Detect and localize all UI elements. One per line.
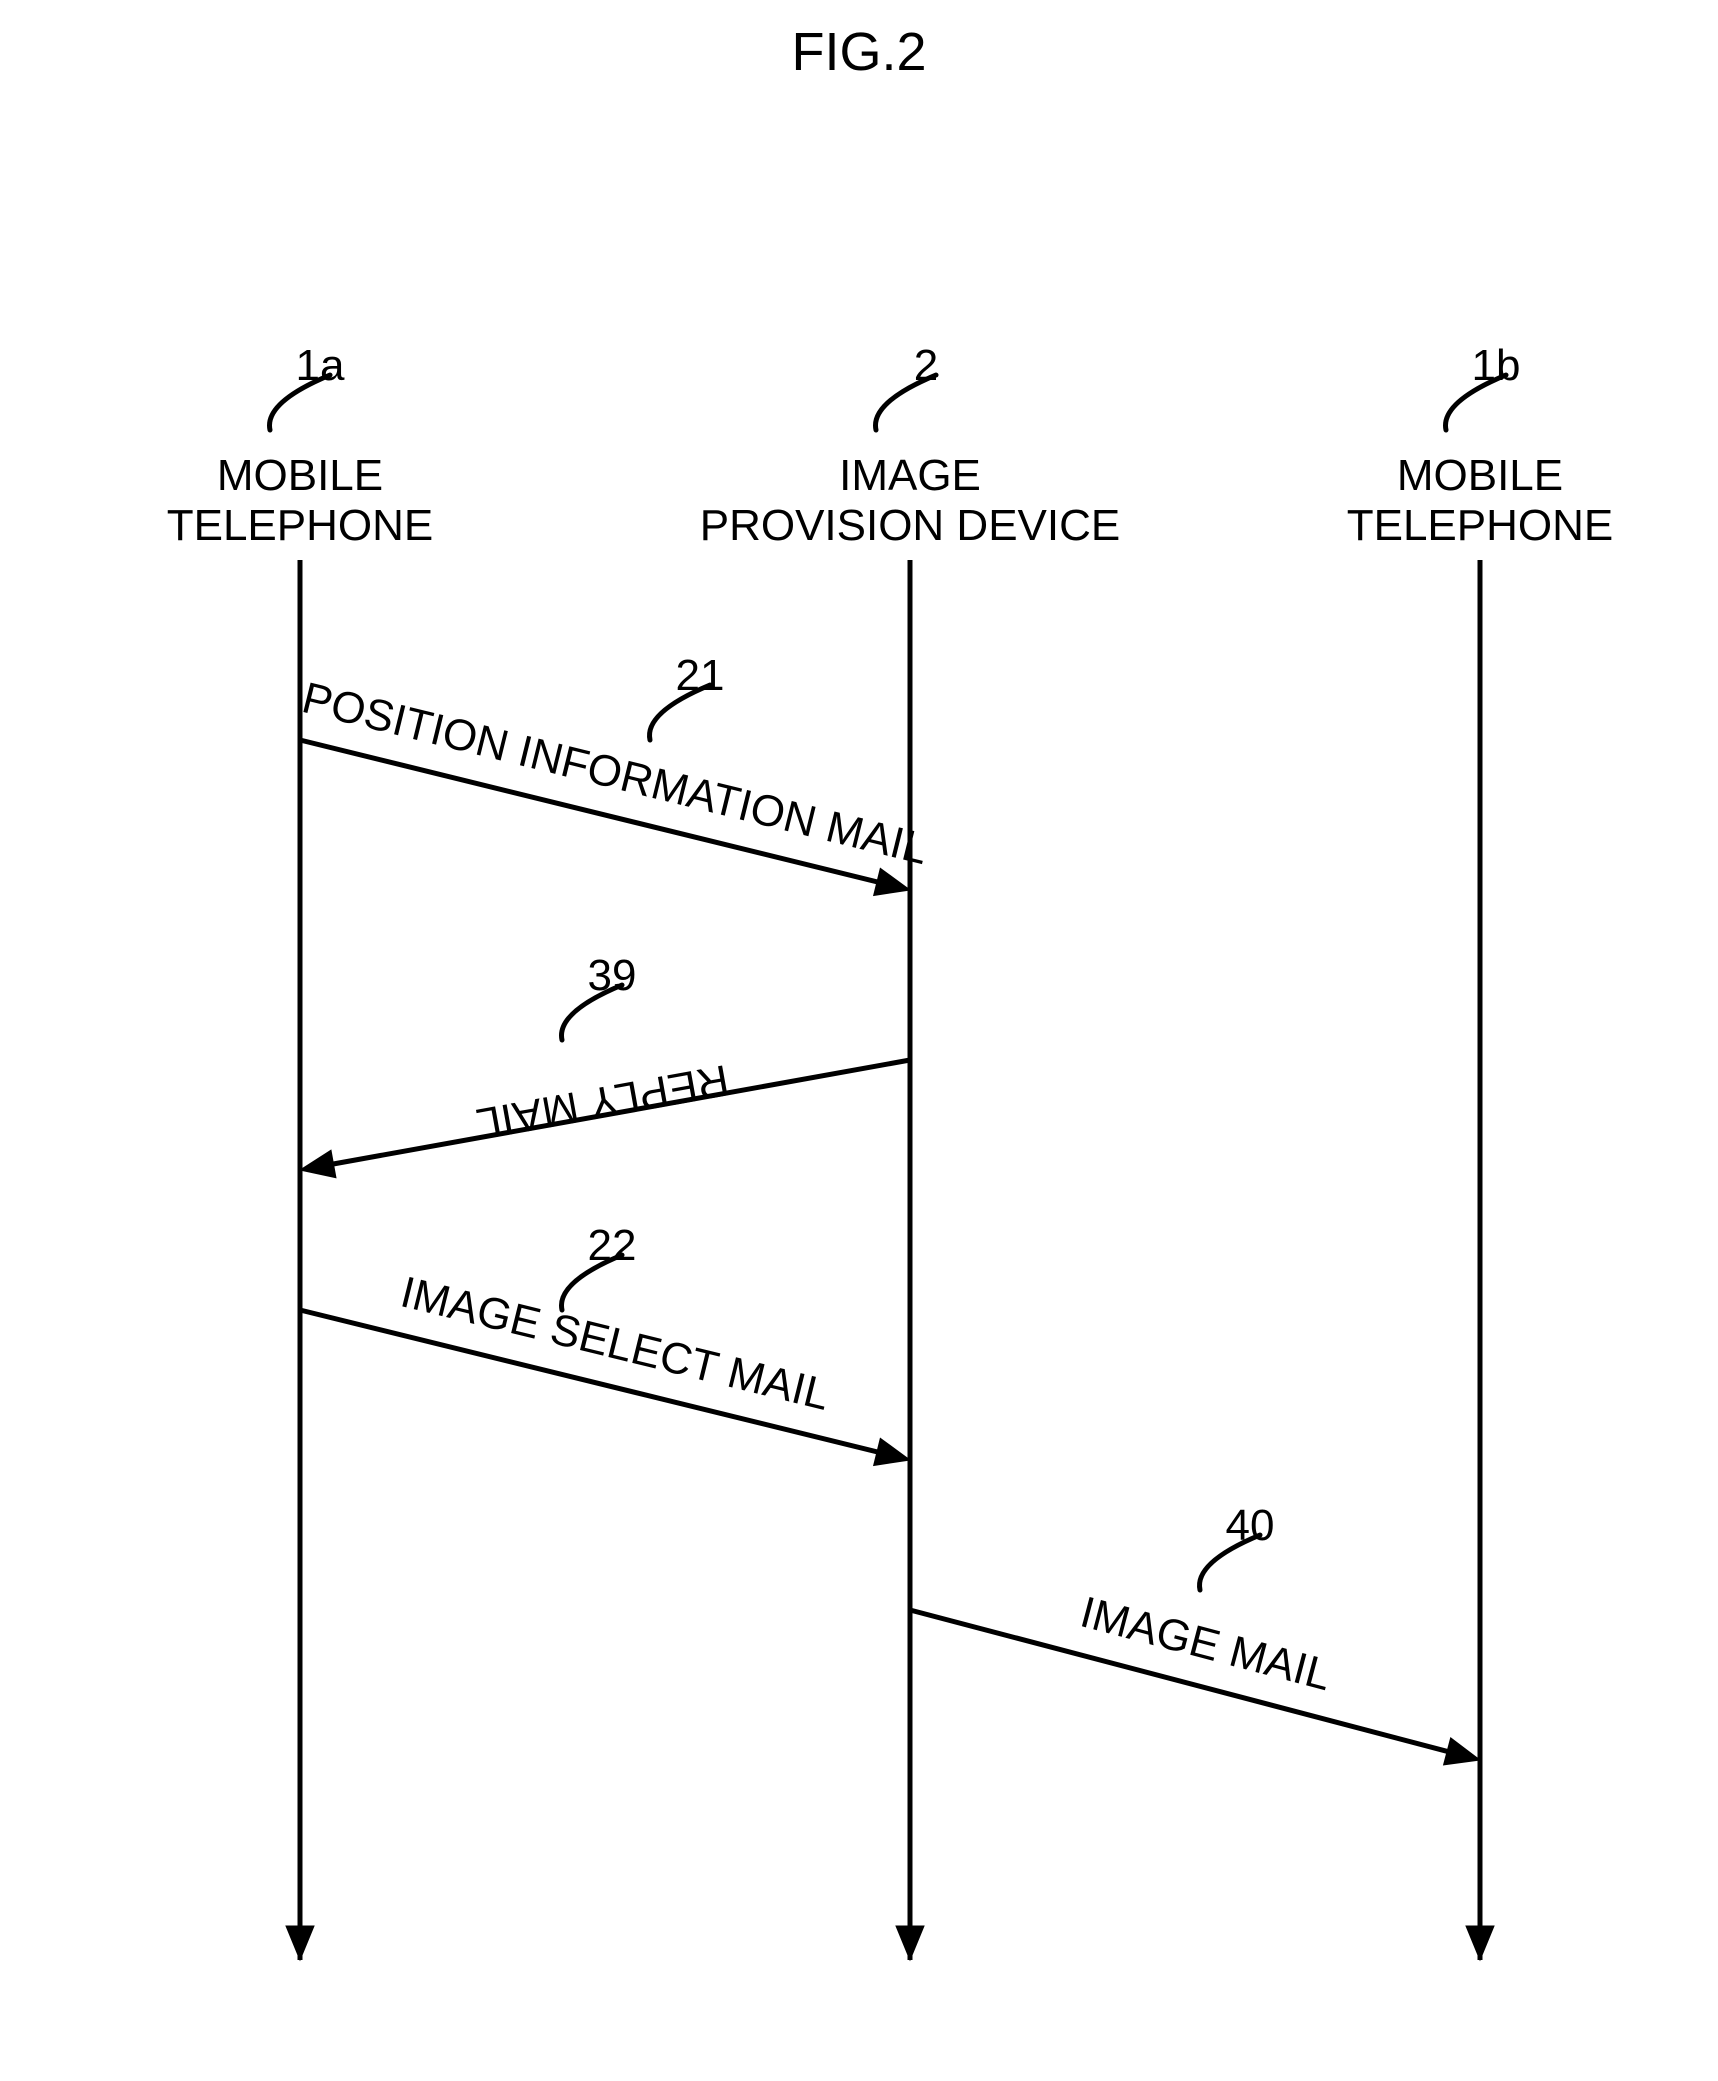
lifeline-label-2-line1: PROVISION DEVICE <box>700 501 1121 550</box>
sequence-diagram: FIG.21aMOBILETELEPHONE2IMAGEPROVISION DE… <box>0 0 1718 2081</box>
diagram-background <box>0 0 1718 2081</box>
message-ref-40: 40 <box>1226 1501 1275 1550</box>
lifeline-ref-1b: 1b <box>1472 341 1521 390</box>
lifeline-label-1a-line1: TELEPHONE <box>167 501 434 550</box>
lifeline-label-2-line0: IMAGE <box>839 451 981 500</box>
message-ref-21: 21 <box>676 651 725 700</box>
lifeline-label-1b-line1: TELEPHONE <box>1347 501 1614 550</box>
message-ref-39: 39 <box>588 951 637 1000</box>
lifeline-label-1b-line0: MOBILE <box>1397 451 1563 500</box>
lifeline-label-1a-line0: MOBILE <box>217 451 383 500</box>
message-ref-22: 22 <box>588 1221 637 1270</box>
figure-title: FIG.2 <box>791 22 926 82</box>
lifeline-ref-1a: 1a <box>296 341 345 390</box>
